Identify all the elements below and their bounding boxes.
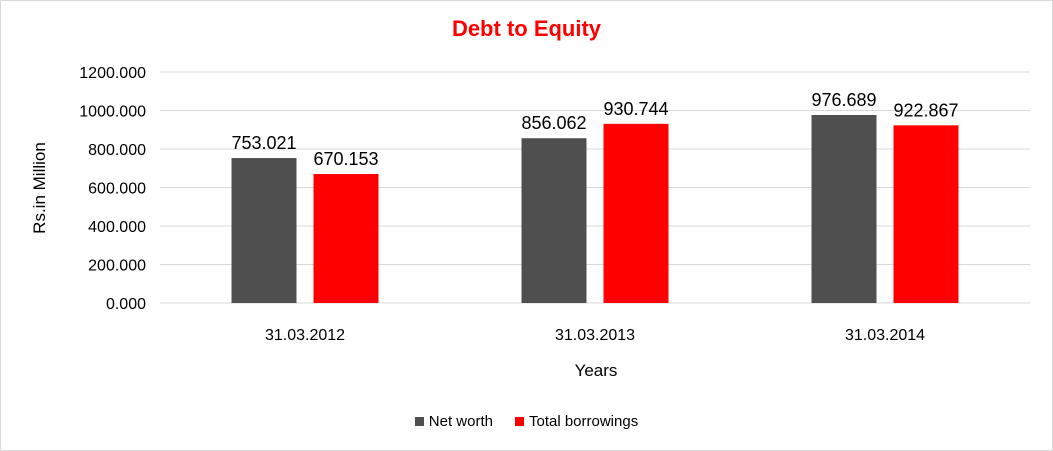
chart-title: Debt to Equity (451, 16, 602, 41)
y-tick-label: 600.000 (88, 181, 146, 198)
data-label: 670.153 (313, 149, 378, 169)
bar-total-borrowings-1 (603, 123, 669, 303)
y-tick-label: 200.000 (88, 258, 146, 275)
y-tick-label: 0.000 (106, 296, 146, 313)
y-tick-label: 400.000 (88, 219, 146, 236)
gridlines (160, 71, 1030, 304)
x-tick-label: 31.03.2013 (555, 327, 635, 344)
legend: Net worth Total borrowings (0, 413, 1053, 430)
legend-swatch-total-borrowings (514, 417, 524, 426)
y-tick-label: 1200.000 (79, 65, 146, 82)
data-label: 753.021 (231, 133, 296, 153)
bar-net-worth-1 (521, 138, 587, 303)
data-label: 976.689 (811, 90, 876, 110)
legend-label-net-worth: Net worth (428, 413, 493, 430)
data-label: 856.062 (521, 113, 586, 133)
legend-swatch-net-worth (414, 417, 424, 426)
y-tick-label: 1000.000 (79, 104, 146, 121)
y-tick-labels: 0.000 200.000 400.000 600.000 800.000 1000.00… (79, 65, 146, 313)
data-label: 922.867 (893, 100, 958, 120)
x-tick-label: 31.03.2014 (845, 327, 925, 344)
legend-label-total-borrowings: Total borrowings (528, 413, 639, 430)
data-label: 930.744 (603, 99, 668, 119)
x-tick-labels: 31.03.2012 31.03.2013 31.03.2014 (265, 327, 925, 344)
bar-total-borrowings-2 (893, 125, 959, 303)
bar-total-borrowings-0 (313, 173, 379, 303)
x-axis-title: Years (575, 361, 618, 380)
bar-net-worth-0 (231, 158, 297, 303)
x-tick-label: 31.03.2012 (265, 327, 345, 344)
legend-item-net-worth: Net worth (414, 413, 493, 430)
bar-net-worth-2 (811, 114, 877, 303)
y-tick-label: 800.000 (88, 142, 146, 159)
y-axis-title: Rs.in Million (30, 142, 49, 234)
legend-item-total-borrowings: Total borrowings (514, 413, 639, 430)
bars: 753.021 670.153 856.062 930.744 976.689 922.8… (231, 90, 959, 303)
